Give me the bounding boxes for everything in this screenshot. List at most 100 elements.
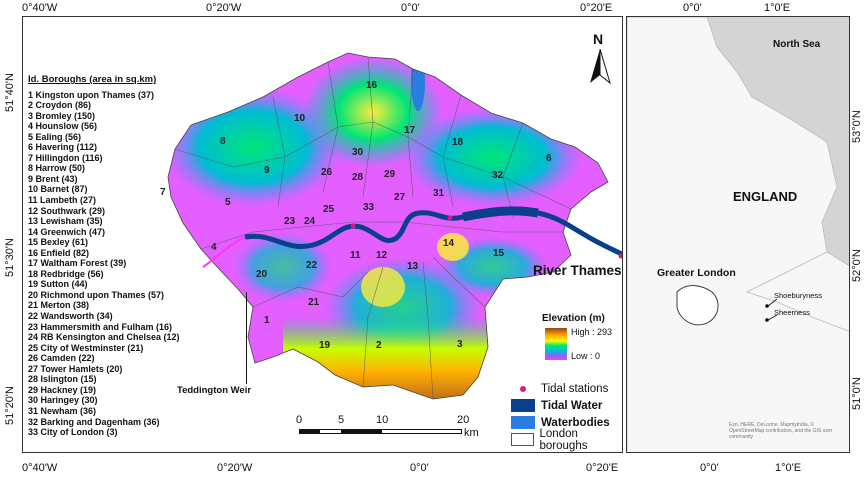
- map-borough-number: 28: [352, 172, 364, 183]
- scale-tick: 0: [296, 414, 303, 426]
- left-lat-tick: 51°40'N: [4, 73, 16, 112]
- borough-list-item: 8 Harrow (50): [28, 163, 86, 174]
- top-lon-tick: 0°40'W: [22, 2, 58, 14]
- map-borough-number: 17: [404, 125, 416, 136]
- borough-list-item: 15 Bexley (61): [28, 237, 89, 248]
- map-borough-number: 11: [350, 250, 361, 261]
- borough-list-item: 13 Lewisham (35): [28, 216, 103, 227]
- map-borough-number: 5: [225, 197, 231, 208]
- borough-list-title: Id. Boroughs (area in sq.km): [28, 74, 157, 85]
- borough-list-item: 23 Hammersmith and Fulham (16): [28, 321, 173, 332]
- greater-london-label: Greater London: [657, 267, 736, 279]
- tidal-stations: [350, 215, 622, 259]
- map-borough-number: 18: [452, 137, 464, 148]
- borough-list-item: 9 Brent (43): [28, 173, 78, 184]
- river-thames-tidal-water: [244, 208, 622, 257]
- map-borough-number: 7: [160, 187, 166, 198]
- bottom-lon-tick: 0°0': [410, 462, 429, 474]
- inset-top-lon-tick: 0°0': [683, 2, 702, 14]
- borough-list-item: 3 Bromley (150): [28, 110, 96, 121]
- borough-list-item: 11 Lambeth (27): [28, 195, 97, 206]
- elevation-map: [167, 52, 622, 400]
- map-borough-number: 2: [376, 340, 382, 351]
- map-borough-number: 4: [211, 242, 217, 253]
- scale-tick: 5: [338, 414, 345, 426]
- scale-tick: 10: [376, 414, 389, 426]
- sheerness-label: Sheerness: [774, 308, 810, 317]
- greater-london-outline: [676, 285, 719, 326]
- borough-list-item: 31 Newham (36): [28, 405, 97, 416]
- borough-list-item: 26 Camden (22): [28, 353, 95, 364]
- borough-list-item: 10 Barnet (87): [28, 184, 88, 195]
- map-borough-number: 24: [304, 216, 316, 227]
- tidal-station-dot: [447, 215, 453, 221]
- top-lon-tick: 0°20'E: [580, 2, 613, 14]
- map-borough-number: 8: [220, 136, 226, 147]
- legend-london-boroughs: London boroughs: [511, 428, 622, 452]
- borough-list-item: 19 Sutton (44): [28, 279, 88, 290]
- borough-list-item: 4 Hounslow (56): [28, 121, 98, 132]
- borough-list-item: 24 RB Kensington and Chelsea (12): [28, 332, 180, 343]
- borough-list-item: 25 City of Westminster (21): [28, 342, 144, 353]
- inset-right-lat-tick: 52°0'N: [851, 249, 863, 282]
- map-borough-number: 13: [407, 261, 419, 272]
- map-borough-number: 25: [323, 204, 335, 215]
- elevation-color-ramp: [545, 328, 567, 360]
- inset-stations: [765, 304, 769, 322]
- map-borough-number: 22: [306, 260, 318, 271]
- borough-list-item: 7 Hillingdon (116): [28, 152, 103, 163]
- north-sea-label: North Sea: [773, 39, 821, 50]
- scale-tick: 20: [457, 414, 470, 426]
- inset-top-lon-tick: 1°0'E: [764, 2, 791, 14]
- england-label: ENGLAND: [733, 189, 798, 204]
- inset-right-lat-tick: 53°0'N: [851, 110, 863, 143]
- borough-list-item: 1 Kingston upon Thames (37): [28, 89, 155, 100]
- bottom-lon-tick: 0°20'E: [586, 462, 619, 474]
- borough-list-item: 2 Croydon (86): [28, 100, 92, 111]
- borough-list-item: 28 Islington (15): [28, 374, 97, 385]
- inset-bottom-lon-tick: 0°0': [700, 462, 719, 474]
- map-borough-number: 19: [319, 340, 331, 351]
- map-borough-number: 1: [264, 315, 270, 326]
- map-borough-number: 16: [366, 80, 378, 91]
- map-borough-number: 9: [264, 165, 270, 176]
- map-borough-number: 26: [321, 167, 333, 178]
- tidal-water-swatch: [511, 399, 535, 412]
- inset-map-frame: North Sea ENGLAND Greater London Shoebur…: [626, 16, 850, 453]
- top-lon-tick: 0°0': [401, 2, 420, 14]
- map-borough-number: 32: [492, 170, 504, 181]
- teddington-weir-label: Teddington Weir: [177, 385, 252, 396]
- map-borough-number: 20: [256, 269, 268, 280]
- north-arrow: N: [588, 31, 612, 85]
- symbol-legend: Tidal stations Tidal Water Waterbodies L…: [511, 380, 622, 452]
- borough-list-item: 29 Hackney (19): [28, 384, 97, 395]
- borough-list-item: 6 Havering (112): [28, 142, 98, 153]
- map-borough-number: 10: [294, 113, 306, 124]
- left-lat-tick: 51°20'N: [4, 386, 16, 425]
- north-label: N: [593, 31, 604, 47]
- teddington-leader-line: [246, 292, 247, 384]
- map-borough-number: 21: [308, 297, 320, 308]
- borough-list-item: 12 Southwark (29): [28, 205, 106, 216]
- map-borough-number: 14: [443, 238, 455, 249]
- map-borough-number: 29: [384, 169, 396, 180]
- map-borough-number: 33: [363, 202, 375, 213]
- left-lat-tick: 51°30'N: [4, 238, 16, 277]
- main-map-frame: 1 2 3 4 5 6 7 8 9 10 11 12 13 14 15 16 1…: [22, 16, 623, 453]
- north-arrow-icon: [590, 49, 611, 85]
- map-borough-number: 6: [546, 153, 552, 164]
- borough-list-item: 20 Richmond upon Thames (57): [28, 289, 165, 300]
- inset-right-lat-tick: 51°0'N: [851, 377, 863, 410]
- inset-bottom-lon-tick: 1°0'E: [775, 462, 802, 474]
- map-borough-number: 3: [457, 339, 463, 350]
- top-lon-tick: 0°20'W: [206, 2, 242, 14]
- map-borough-number: 12: [376, 250, 388, 261]
- borough-list-item: 16 Enfield (82): [28, 247, 90, 258]
- tidal-station-dot: [350, 223, 356, 229]
- shoeburyness-label: Shoeburyness: [774, 291, 822, 300]
- map-borough-number: 30: [352, 147, 364, 158]
- borough-list-item: 33 City of London (3): [28, 427, 118, 438]
- borough-list: Id. Boroughs (area in sq.km) 1 Kingston …: [28, 74, 180, 438]
- tidal-station-dot: [618, 253, 622, 259]
- bottom-lon-tick: 0°20'W: [217, 462, 253, 474]
